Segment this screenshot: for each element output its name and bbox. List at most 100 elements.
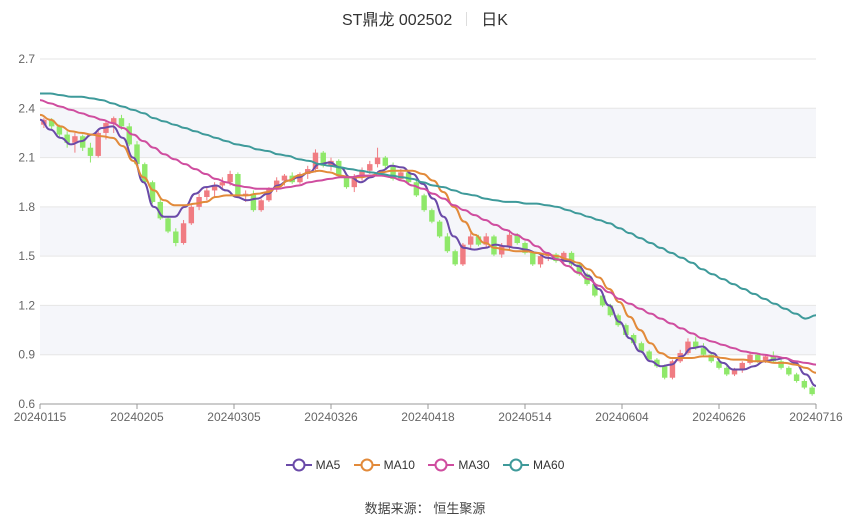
candle-body [188,206,195,224]
candle-body [118,118,125,127]
grid-band [40,108,816,158]
x-tick-label: 20240604 [595,410,649,424]
legend-ma30[interactable]: MA30 [428,458,490,472]
candle-body [343,175,350,188]
legend-ma10[interactable]: MA10 [353,458,415,472]
legend-ma60-label: MA60 [533,458,565,472]
stock-name: ST鼎龙 002502 [342,12,453,29]
candle-body [398,172,404,179]
candle-body [359,170,365,178]
x-tick-label: 20240626 [692,410,746,424]
candle-body [126,126,132,145]
candle-body [747,354,753,363]
candle-body [64,134,70,143]
candle-body [173,231,179,243]
x-tick-label: 20240305 [207,410,261,424]
candle-body [801,381,808,388]
title-divider [466,12,468,26]
candle-body [599,295,606,306]
candle-body [522,243,528,253]
candle-body [661,366,668,378]
period-label: 日K [481,12,508,29]
candle-body [266,188,272,201]
candle-body [809,387,815,395]
candle-body [250,193,257,211]
candle-body [390,165,396,179]
candle-body [180,223,187,243]
candle-body [149,182,156,202]
candle-body [646,351,652,360]
x-tick-label: 20240326 [304,410,358,424]
candle-body [460,244,466,265]
candle-body [467,236,474,245]
legend-ma60[interactable]: MA60 [503,458,564,472]
candle-body [405,172,412,183]
candle-body [258,200,264,211]
ma10-legend-icon [353,458,380,472]
candle-body [553,254,559,262]
candle-body [320,152,326,166]
y-tick-label: 1.2 [18,298,35,312]
candle-body [165,218,171,232]
y-tick-label: 2.7 [18,52,35,66]
candle-body [693,341,699,349]
y-tick-label: 0.9 [18,348,35,362]
ma-line-ma60 [39,92,817,320]
candle-body [367,164,373,171]
candle-body [623,325,629,335]
candle-body [142,164,148,183]
candle-body [786,367,792,375]
candle-body [561,252,567,262]
source-value: 恒生聚源 [433,501,486,516]
ma-line-ma10 [39,113,817,374]
candle-body [134,144,140,165]
y-tick-label: 2.1 [18,151,35,165]
candle-body [700,348,707,355]
x-tick-label: 20240514 [498,410,552,424]
candle-body [56,126,63,135]
ma60-legend-icon [503,458,530,472]
chart-title: ST鼎龙 002502 日K [0,6,850,30]
candle-body [592,284,598,296]
candle-body [537,256,544,265]
candle-body [95,132,101,156]
candle-body [576,264,583,275]
candle-body [351,177,357,188]
candle-body [638,343,645,352]
candle-body [444,236,451,252]
candle-body [762,356,769,362]
x-tick-label: 20240418 [401,410,455,424]
candle-body [312,152,319,170]
candle-body [48,119,55,127]
source-label: 数据来源： [364,501,430,516]
candle-body [475,236,482,245]
candle-body [204,190,210,197]
x-tick-label: 20240115 [14,410,67,424]
legend-ma10-label: MA10 [383,458,415,472]
y-tick-label: 1.8 [18,200,35,214]
candle-body [374,157,381,165]
x-tick-label: 20240205 [110,410,164,424]
candle-body [87,147,94,156]
candle-body [281,175,288,181]
grid-band [40,206,816,257]
legend-ma5-label: MA5 [315,458,341,472]
candle-body [196,197,202,207]
candle-body [72,136,78,143]
candle-body [731,369,738,375]
candle-body [669,361,676,378]
candle-body [483,236,489,245]
candle-body [716,361,722,368]
candle-body [530,252,536,265]
candle-body [724,367,730,375]
data-source: 数据来源： 恒生聚源 [0,498,850,517]
y-tick-label: 2.4 [18,101,35,115]
chart-legend: MA5 MA10 MA30 MA60 [0,458,850,475]
candle-body [739,362,745,370]
candle-body [654,359,660,367]
ma30-legend-icon [428,458,455,472]
candle-body [157,201,163,219]
legend-ma5[interactable]: MA5 [285,458,341,472]
candle-body [755,354,761,362]
